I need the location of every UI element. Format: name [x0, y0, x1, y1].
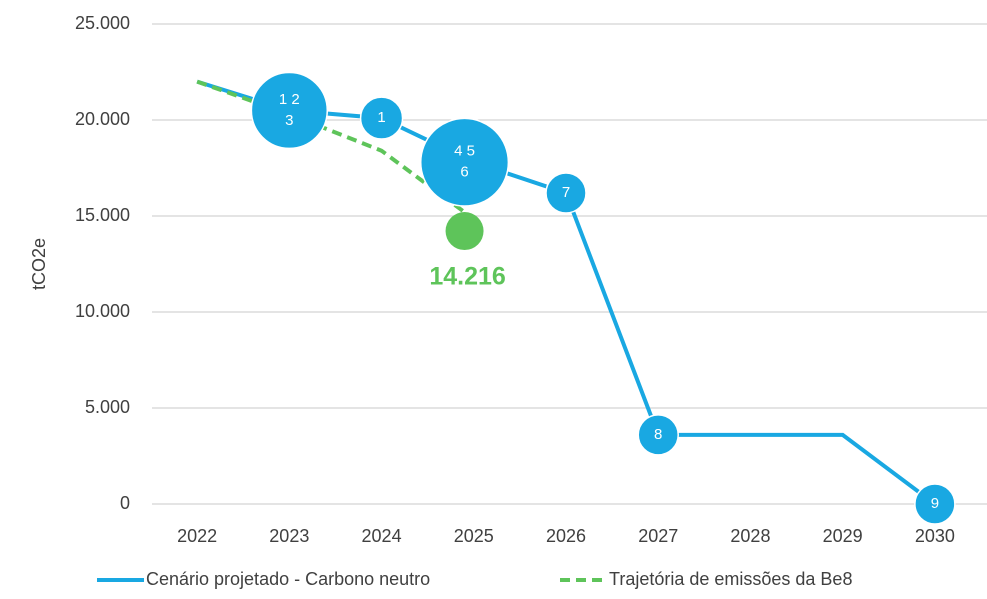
marker-label: 14.216: [429, 263, 505, 291]
bubble-label: 8: [654, 426, 662, 443]
bubble-label: 1 2: [279, 91, 300, 108]
x-tick-label: 2026: [546, 526, 586, 546]
y-tick-label: 0: [120, 493, 130, 513]
bubble: [359, 96, 404, 140]
bubble: [637, 414, 679, 456]
bubble-label: 3: [285, 112, 293, 129]
y-tick-label: 10.000: [75, 301, 130, 321]
bubble: [419, 117, 510, 207]
x-tick-label: 2022: [177, 526, 217, 546]
legend-label: Cenário projetado - Carbono neutro: [146, 569, 430, 589]
bubble-label: 9: [931, 495, 939, 512]
x-tick-label: 2023: [269, 526, 309, 546]
marker: [445, 212, 484, 251]
x-tick-label: 2027: [638, 526, 678, 546]
y-tick-label: 25.000: [75, 13, 130, 33]
y-tick-label: 5.000: [85, 397, 130, 417]
x-tick-label: 2030: [915, 526, 955, 546]
y-tick-label: 20.000: [75, 109, 130, 129]
series-line: [196, 79, 937, 506]
x-tick-label: 2028: [730, 526, 770, 546]
series-line: [196, 79, 466, 214]
x-tick-label: 2029: [823, 526, 863, 546]
x-tick-label: 2025: [454, 526, 494, 546]
y-axis-label: tCO2e: [29, 238, 49, 290]
y-tick-label: 15.000: [75, 205, 130, 225]
bubble-label: 1: [377, 109, 385, 126]
bubble: [545, 172, 587, 214]
legend-label: Trajetória de emissões da Be8: [609, 569, 852, 589]
x-tick-label: 2024: [362, 526, 402, 546]
bubble: [250, 71, 329, 150]
bubble-label: 4 5: [454, 143, 475, 160]
bubble: [914, 483, 956, 525]
bubble-label: 6: [460, 164, 468, 181]
bubble-label: 7: [562, 184, 570, 201]
